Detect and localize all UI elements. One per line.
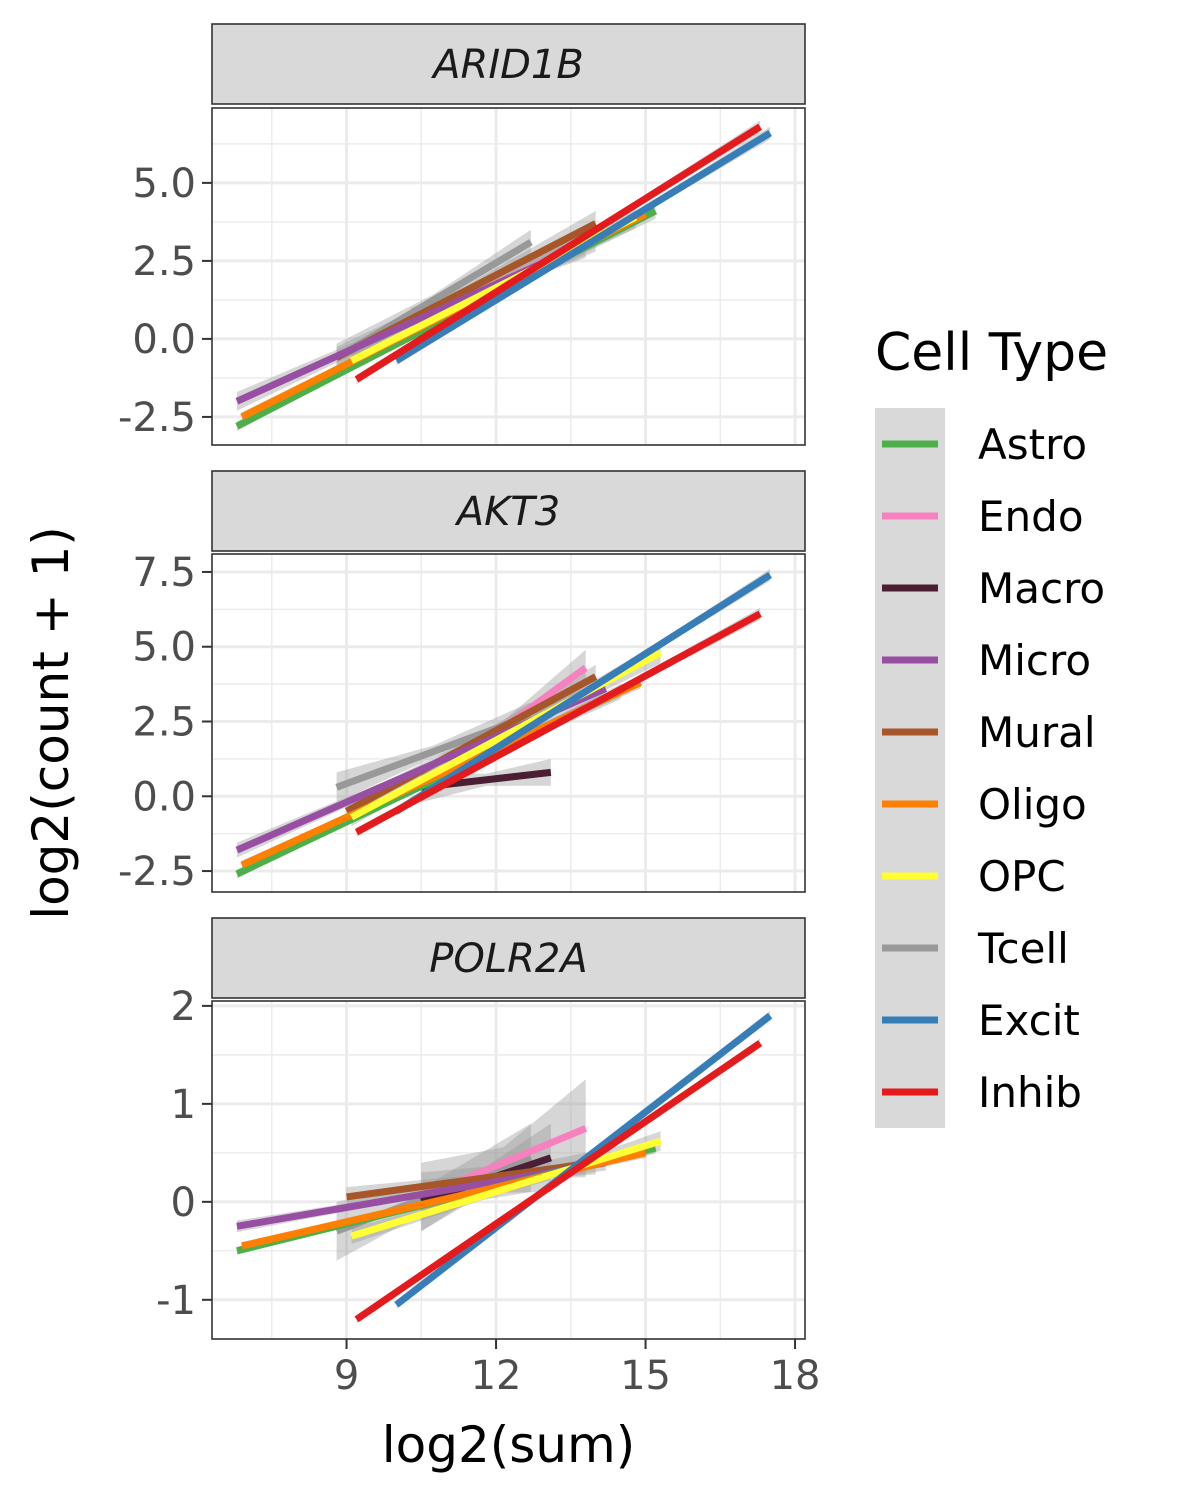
legend-label-tcell: Tcell	[977, 924, 1069, 973]
fit-line-inhib	[354, 610, 762, 836]
legend-label-astro: Astro	[978, 420, 1087, 469]
plot-area	[212, 554, 805, 892]
y-tick-label: 2	[171, 984, 196, 1030]
legend-label-oligo: Oligo	[978, 780, 1087, 829]
x-tick-label: 15	[620, 1353, 671, 1399]
panel-border	[211, 1000, 806, 1340]
legend-label-endo: Endo	[978, 492, 1084, 541]
facet-strip-label: POLR2A	[429, 936, 588, 982]
facet-strip-label: AKT3	[454, 489, 560, 535]
legend-label-micro: Micro	[978, 636, 1091, 685]
facet-panel-akt3: AKT3 -2.5 0.0 2.5 5.0 7.5	[118, 470, 806, 895]
panel-border	[211, 553, 806, 893]
fit-line-inhib	[354, 123, 763, 383]
fit-line-excit	[394, 571, 772, 815]
legend-label-opc: OPC	[978, 852, 1066, 901]
y-tick-label: -2.5	[118, 849, 196, 895]
legend-label-excit: Excit	[978, 996, 1080, 1045]
plot-area	[212, 108, 805, 445]
legend-label-macro: Macro	[978, 564, 1105, 613]
panel-border	[211, 107, 806, 446]
y-tick-label: -1	[156, 1278, 196, 1324]
legend-label-inhib: Inhib	[978, 1068, 1082, 1117]
facet-strip-label: ARID1B	[430, 42, 584, 88]
y-tick-label: 0	[171, 1180, 196, 1226]
x-axis-title: log2(sum)	[382, 1416, 636, 1474]
fit-line-excit	[394, 129, 772, 364]
fit-line-inhib	[354, 1040, 763, 1323]
x-tick-label: 12	[471, 1353, 522, 1399]
x-tick-label: 9	[334, 1353, 359, 1399]
legend-title: Cell Type	[875, 323, 1108, 383]
y-tick-label: 0.0	[132, 317, 196, 363]
y-tick-label: 2.5	[132, 239, 196, 285]
facet-strip	[211, 470, 806, 552]
legend-label-mural: Mural	[978, 708, 1096, 757]
facet-panel-arid1b: ARID1B -2.5 0.0 2.5 5.0	[118, 23, 806, 446]
y-tick-label: -2.5	[118, 395, 196, 441]
y-tick-label: 7.5	[132, 550, 196, 596]
plot-area	[212, 1001, 805, 1339]
x-tick-label: 18	[770, 1353, 821, 1399]
y-tick-label: 5.0	[132, 625, 196, 671]
fit-line-opc	[350, 1137, 662, 1240]
y-tick-label: 1	[171, 1082, 196, 1128]
legend-key-background	[875, 408, 945, 1128]
y-tick-label: 5.0	[132, 161, 196, 207]
y-tick-label: 0.0	[132, 774, 196, 820]
y-axis-title: log2(count + 1)	[22, 526, 80, 920]
y-tick-label: 2.5	[132, 700, 196, 746]
legend: Cell Type Astro Endo Macro Micro Mural Oligo OP…	[875, 323, 1108, 1128]
facet-strip	[211, 917, 806, 999]
facet-strip	[211, 23, 806, 105]
